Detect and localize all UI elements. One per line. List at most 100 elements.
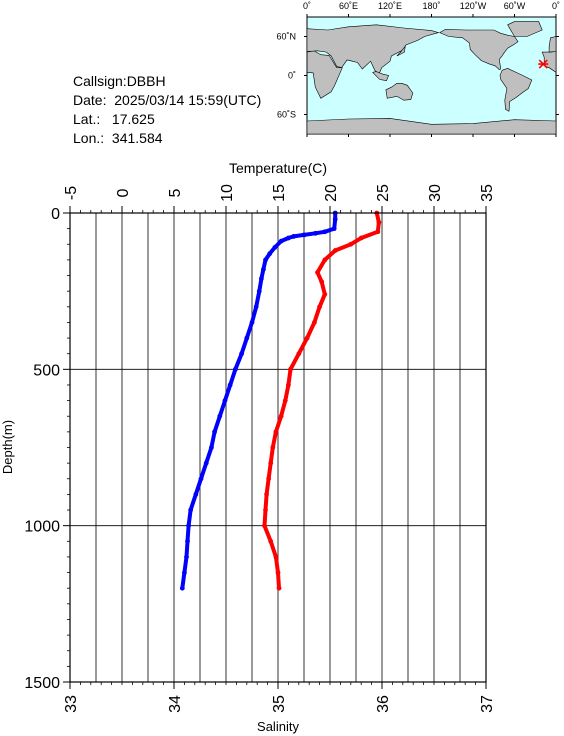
temperature-point bbox=[209, 445, 214, 450]
salinity-point bbox=[276, 585, 282, 591]
temperature-point bbox=[188, 507, 194, 513]
temperature-tick-label: 15 bbox=[271, 184, 288, 202]
salinity-point bbox=[273, 429, 279, 435]
temperature-point bbox=[272, 244, 278, 250]
salinity-point bbox=[319, 279, 325, 285]
salinity-point bbox=[262, 523, 267, 529]
latitude-text: Lat.: 17.625 bbox=[73, 111, 155, 127]
salinity-point bbox=[315, 270, 320, 275]
salinity-point bbox=[278, 413, 284, 419]
map-longitude-label: 60˚W bbox=[504, 1, 526, 11]
temperature-axis: -5 0 5 10 15 20 25 30 35 bbox=[63, 184, 496, 213]
map-longitude-label: 0˚ bbox=[303, 1, 311, 11]
salinity-point bbox=[266, 476, 272, 482]
salinity-point bbox=[332, 248, 338, 253]
temperature-tick-label: 25 bbox=[375, 184, 392, 202]
salinity-point bbox=[275, 570, 281, 575]
map-latitude-label: 60˚N bbox=[276, 32, 296, 42]
salinity-point bbox=[270, 445, 276, 450]
salinity-point bbox=[268, 538, 274, 544]
profile-plot: -5 0 5 10 15 20 25 30 35 33 34 35 36 37 050010001500… bbox=[0, 160, 496, 734]
eurasia-shape bbox=[306, 24, 440, 75]
location-map: 0˚ 60˚E 120˚E 180˚ 120˚W 60˚W 0˚ 60˚N 0˚ 60˚S bbox=[276, 1, 560, 137]
salinity-point bbox=[375, 229, 381, 235]
map-longitude-label: 120˚W bbox=[460, 1, 487, 11]
temperature-axis-label: Temperature(C) bbox=[229, 160, 327, 176]
australia-shape bbox=[385, 83, 414, 101]
map-latitude-label: 0˚ bbox=[288, 71, 296, 81]
temperature-point bbox=[185, 538, 190, 544]
temperature-point bbox=[203, 460, 209, 466]
salinity-point bbox=[322, 257, 328, 263]
map-frame bbox=[304, 14, 559, 137]
map-longitude-label: 60˚E bbox=[339, 1, 358, 11]
temperature-point bbox=[222, 398, 228, 403]
salinity-point bbox=[304, 335, 310, 341]
plot-grid bbox=[70, 213, 486, 682]
temperature-point bbox=[278, 238, 284, 244]
temperature-point bbox=[249, 320, 255, 325]
temperature-point bbox=[184, 554, 189, 560]
depth-axis: 0 500 1000 1500 bbox=[24, 206, 70, 692]
indonesia-shape bbox=[372, 71, 390, 82]
temperature-tick-label: 20 bbox=[323, 184, 340, 202]
temperature-tick-label: 35 bbox=[479, 184, 496, 202]
map-longitude-label: 0˚ bbox=[552, 1, 560, 11]
temperature-point bbox=[212, 429, 217, 435]
station-marker-icon bbox=[538, 59, 549, 69]
salinity-tick-label: 36 bbox=[375, 695, 392, 713]
depth-tick-label: 1500 bbox=[24, 675, 60, 692]
temperature-point bbox=[244, 335, 250, 341]
salinity-point bbox=[282, 398, 288, 403]
depth-tick-label: 500 bbox=[33, 362, 60, 379]
salinity-point bbox=[296, 351, 302, 357]
greenland-shape bbox=[507, 21, 543, 37]
temperature-point bbox=[179, 585, 185, 591]
depth-tick-label: 0 bbox=[51, 206, 60, 223]
temperature-point bbox=[253, 304, 259, 310]
map-latitude-label: 60˚S bbox=[277, 110, 296, 120]
temperature-point bbox=[182, 570, 187, 575]
temperature-point bbox=[286, 235, 291, 241]
map-longitude-labels: 0˚ 60˚E 120˚E 180˚ 120˚W 60˚W 0˚ bbox=[303, 1, 560, 11]
temperature-point bbox=[322, 229, 328, 235]
temperature-point bbox=[331, 226, 337, 232]
temperature-profile-line bbox=[180, 211, 338, 591]
temperature-point bbox=[301, 232, 307, 238]
salinity-point bbox=[317, 304, 322, 310]
temperature-tick-label: 10 bbox=[219, 184, 236, 202]
south-america-shape bbox=[499, 67, 533, 112]
salinity-point bbox=[264, 492, 269, 497]
temperature-point bbox=[261, 266, 266, 272]
salinity-point bbox=[268, 460, 274, 466]
salinity-point bbox=[312, 320, 317, 325]
salinity-profile-line bbox=[262, 211, 381, 591]
salinity-point bbox=[376, 219, 382, 225]
temperature-point bbox=[239, 351, 245, 357]
temperature-tick-label: 30 bbox=[427, 184, 444, 202]
longitude-text: Lon.: 341.584 bbox=[73, 130, 163, 146]
temperature-tick-label: -5 bbox=[63, 186, 80, 200]
japan-shape bbox=[396, 45, 406, 57]
temperature-point bbox=[258, 276, 264, 282]
temperature-point bbox=[263, 257, 268, 263]
salinity-tick-label: 33 bbox=[63, 695, 80, 713]
temperature-point bbox=[217, 413, 223, 419]
north-america-shape bbox=[439, 29, 519, 71]
salinity-point bbox=[263, 507, 268, 513]
temperature-point bbox=[267, 251, 273, 257]
temperature-point bbox=[198, 476, 204, 482]
temperature-point bbox=[232, 366, 238, 372]
map-longitude-label: 120˚E bbox=[378, 1, 402, 11]
salinity-axis-label: Salinity bbox=[257, 719, 299, 734]
salinity-point bbox=[288, 366, 293, 372]
salinity-tick-label: 37 bbox=[479, 695, 496, 713]
callsign-text: Callsign:DBBH bbox=[73, 73, 166, 89]
plot-series bbox=[179, 210, 382, 591]
station-info: Callsign:DBBH Date: 2025/03/14 15:59(UTC… bbox=[73, 72, 261, 148]
africa-shape bbox=[306, 50, 343, 99]
date-text: Date: 2025/03/14 15:59(UTC) bbox=[73, 92, 262, 108]
map-land bbox=[306, 21, 557, 135]
map-latitude-labels: 60˚N 0˚ 60˚S bbox=[276, 32, 296, 120]
